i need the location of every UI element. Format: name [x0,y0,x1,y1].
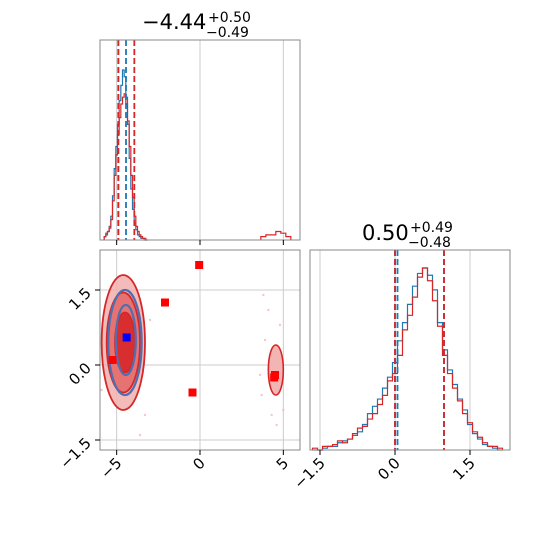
joint-density-panel: −5 0 5 −1.5 0.0 1.5 [56,249,301,482]
outlier-point-3 [260,393,263,397]
histogram-param2: −1.5 0.0 1.5 [290,249,511,493]
tick-label-x-1: 0 [189,454,208,473]
tick-label-x-0: −1.5 [290,454,328,492]
outlier-point-0 [263,338,267,342]
blue-contour-0 [107,288,143,397]
tick-label-x-1: 0.0 [374,454,404,484]
title-param2-value: 0.50 [362,221,409,245]
hist-red-param1 [103,93,148,241]
outlier-point-13 [138,433,142,437]
title-param2-plus: +0.49 [410,220,453,236]
red-marker-5 [270,373,279,382]
outlier-point-9 [258,373,262,377]
outlier-point-1 [267,308,270,312]
histogram-param1 [99,39,301,245]
title-param1-value: −4.44 [142,10,206,34]
panel-frame [309,249,511,451]
panel-bg [310,250,510,450]
blue-marker-0 [122,333,131,342]
title-param1-plus: +0.50 [208,10,251,26]
tick-label-x-0: −5 [97,454,125,482]
outlier-point-2 [270,413,273,417]
tick-label-y-0: −1.5 [56,434,94,472]
tick-label-y-2: 1.5 [65,284,95,314]
red-secondary-contour [267,344,285,396]
title-param2-minus: −0.48 [408,235,451,251]
red-marker-1 [161,298,169,307]
outlier-point-10 [143,413,147,417]
red-marker-2 [188,388,197,397]
red-marker-3 [108,356,117,364]
hist-red-param1-tail [260,230,292,240]
tick-label-y-1: 0.0 [65,359,95,389]
outlier-point-12 [100,388,103,392]
tick-label-x-2: 1.5 [449,454,479,484]
outlier-point-7 [275,423,278,427]
outlier-point-4 [278,323,282,327]
outlier-point-6 [262,293,265,297]
blue-contour-1 [114,303,137,377]
title-param2: 0.50 [362,221,409,245]
outlier-point-5 [282,408,285,412]
title-param1-minus: −0.49 [206,25,249,41]
hist-red-param2 [311,267,504,451]
red-marker-0 [195,261,204,269]
tick-label-x-2: 5 [273,454,292,473]
outlier-point-11 [148,318,152,322]
title-param1: −4.44 [142,10,206,34]
